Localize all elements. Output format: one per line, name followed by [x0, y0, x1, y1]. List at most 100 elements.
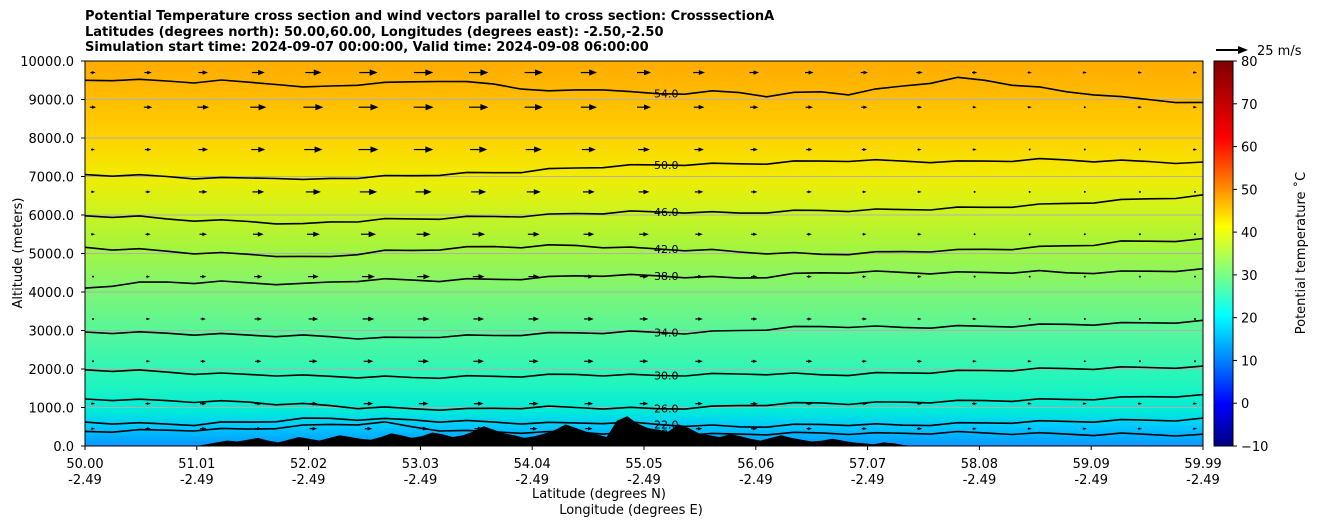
- wind-vector-head: [533, 189, 541, 195]
- wind-vector-head: [808, 401, 813, 406]
- wind-vector-head: [644, 69, 651, 76]
- wind-vector: [1028, 317, 1031, 320]
- x-tick-label-lon: -2.49: [180, 473, 214, 488]
- wind-vector-head: [753, 232, 758, 236]
- contour-label: 42.0: [654, 243, 679, 256]
- wind-vector-head: [588, 189, 595, 195]
- y-tick-label: 9000.0: [29, 94, 75, 109]
- wind-vector-head: [918, 359, 923, 363]
- wind-vector-head: [257, 401, 262, 406]
- wind-vector-head: [973, 317, 977, 321]
- wind-vector: [1083, 233, 1086, 236]
- wind-vector-head: [535, 104, 543, 111]
- wind-vector-head: [480, 104, 489, 111]
- wind-vector-head: [808, 359, 813, 363]
- x-tick-label-lon: -2.49: [404, 473, 438, 488]
- contour-label: 38.0: [654, 270, 679, 283]
- contour-line: [85, 365, 1203, 380]
- wind-vector-head: [1193, 402, 1198, 406]
- wind-vector-head: [367, 401, 374, 406]
- y-axis-label: Altitude (meters): [11, 198, 26, 309]
- wind-vector-head: [257, 359, 262, 363]
- contour-label: 50.0: [654, 159, 679, 172]
- x-tick-label-lon: -2.49: [1074, 473, 1108, 488]
- contour-line: [85, 393, 1203, 412]
- wind-vector-head: [533, 316, 540, 322]
- wind-vector-head: [698, 426, 703, 431]
- wind-vector-head: [202, 359, 206, 363]
- wind-vector-head: [698, 189, 704, 194]
- wind-vector-head: [643, 189, 650, 195]
- y-tick-label: 4000.0: [29, 286, 75, 301]
- wind-vector-head: [312, 401, 318, 406]
- wind-vector-head: [863, 232, 867, 236]
- wind-vector-head: [91, 232, 96, 236]
- x-axis-label-longitude: Longitude (degrees E): [559, 503, 703, 518]
- quiver-key-label: 25 m/s: [1257, 44, 1302, 59]
- wind-vector-head: [257, 231, 264, 237]
- title-line-2: Latitudes (degrees north): 50.00,60.00, …: [85, 24, 664, 40]
- x-tick-label-lat: 59.09: [1073, 457, 1110, 472]
- wind-vector-head: [863, 105, 868, 109]
- wind-vector-head: [863, 148, 867, 152]
- wind-vector-head: [1083, 402, 1087, 406]
- wind-vector: [1138, 233, 1141, 236]
- y-tick-label: 6000.0: [29, 209, 75, 224]
- contour-labels: 18.022.0 26.0 30.0 34.0 38.0 42.0 46.0 50.0 54.0: [654, 88, 679, 441]
- wind-vector-head: [918, 190, 922, 194]
- wind-vector-head: [91, 71, 96, 75]
- wind-vector-head: [258, 146, 266, 153]
- contour-line: [85, 417, 1203, 429]
- wind-vector-head: [808, 275, 812, 279]
- wind-vector-head: [863, 359, 867, 363]
- y-tick-label: 3000.0: [29, 325, 75, 340]
- wind-vector-head: [918, 148, 922, 151]
- x-tick-label-lon: -2.49: [851, 473, 885, 488]
- wind-vector-head: [753, 317, 758, 321]
- x-tick-label-lon: -2.49: [739, 473, 773, 488]
- wind-vector-head: [918, 275, 922, 278]
- wind-vector-head: [91, 148, 96, 151]
- wind-vector-head: [753, 274, 758, 279]
- x-tick-label-lat: 55.05: [625, 457, 662, 472]
- wind-vector-head: [808, 70, 814, 75]
- wind-vector-head: [423, 358, 429, 364]
- wind-vector-head: [863, 275, 867, 278]
- wind-vector-head: [146, 427, 151, 431]
- contour-line: [85, 319, 1203, 340]
- wind-vector-head: [808, 427, 812, 431]
- wind-vector-head: [423, 273, 431, 280]
- wind-vector-head: [1138, 427, 1142, 431]
- wind-vector: [92, 275, 94, 278]
- wind-vector-head: [698, 359, 703, 364]
- wind-vector-head: [973, 105, 977, 109]
- contour-label: 34.0: [654, 326, 679, 339]
- wind-vector-head: [370, 146, 379, 153]
- wind-vector-head: [973, 402, 978, 406]
- colorbar-tick-label: 30: [1241, 269, 1258, 284]
- y-tick-label: 1000.0: [29, 402, 75, 417]
- wind-vector-head: [753, 359, 758, 363]
- wind-vector-head: [312, 426, 318, 431]
- wind-vector-head: [753, 426, 758, 431]
- wind-vector-head: [588, 316, 594, 322]
- wind-vector: [1138, 317, 1141, 320]
- wind-vector-head: [918, 402, 923, 406]
- x-tick-label-lon: -2.49: [1186, 473, 1220, 488]
- wind-vector-head: [425, 104, 434, 111]
- y-tick-label: 5000.0: [29, 248, 75, 263]
- x-tick-label-lon: -2.49: [292, 473, 326, 488]
- wind-vector: [1194, 275, 1196, 278]
- wind-vector-head: [973, 359, 977, 363]
- wind-vector-head: [698, 274, 703, 279]
- wind-vector-head: [478, 188, 487, 195]
- wind-vector-head: [698, 232, 703, 237]
- wind-vector-head: [202, 232, 207, 237]
- wind-vector-head: [202, 189, 208, 194]
- wind-vector-head: [1028, 359, 1032, 363]
- wind-vector-head: [863, 190, 867, 194]
- wind-vector-head: [589, 69, 597, 76]
- wind-vector: [973, 233, 976, 236]
- wind-vector: [1083, 317, 1086, 320]
